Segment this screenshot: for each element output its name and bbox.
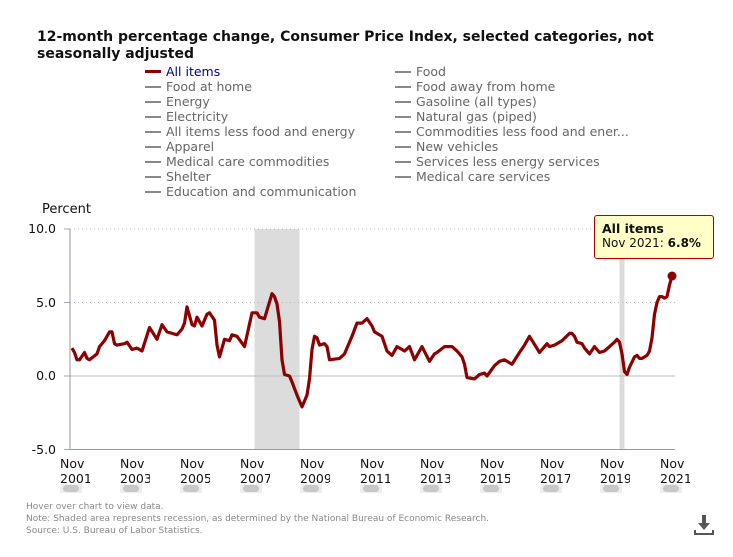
y-tick-label: 10.0 bbox=[28, 221, 56, 236]
legend-item[interactable]: Shelter bbox=[145, 169, 211, 184]
legend-item[interactable]: Food bbox=[395, 64, 446, 79]
x-tick-label: Nov 2017 bbox=[540, 456, 570, 486]
legend-swatch bbox=[145, 115, 161, 118]
legend-swatch bbox=[395, 115, 411, 118]
x-tick-handle[interactable] bbox=[480, 484, 502, 493]
x-tick-label: Nov 2007 bbox=[240, 456, 270, 486]
legend-item[interactable]: Education and communication bbox=[145, 184, 356, 199]
legend-swatch bbox=[145, 70, 161, 73]
x-tick-label: Nov 2013 bbox=[420, 456, 450, 486]
legend-swatch bbox=[145, 100, 161, 103]
x-tick-handle[interactable] bbox=[300, 484, 322, 493]
legend-item[interactable]: Gasoline (all types) bbox=[395, 94, 537, 109]
recession-band bbox=[619, 229, 625, 450]
legend-item[interactable]: Medical care commodities bbox=[145, 154, 329, 169]
legend-item[interactable]: Commodities less food and ener... bbox=[395, 124, 629, 139]
x-tick-label: Nov 2005 bbox=[180, 456, 210, 486]
legend-item[interactable]: Electricity bbox=[145, 109, 228, 124]
legend-label: Energy bbox=[166, 94, 210, 109]
x-tick-handle[interactable] bbox=[120, 484, 142, 493]
y-tick-label: 5.0 bbox=[36, 294, 56, 310]
x-tick-handle[interactable] bbox=[60, 484, 82, 493]
y-tick-label: -5.0 bbox=[31, 441, 56, 457]
x-tick-label: Nov 2019 bbox=[600, 456, 630, 486]
legend-label: Electricity bbox=[166, 109, 229, 124]
legend-label: Food away from home bbox=[416, 79, 556, 94]
tooltip-series: All items bbox=[602, 221, 664, 236]
x-tick-label: Nov 2009 bbox=[300, 456, 330, 486]
tooltip-date: Nov 2021: bbox=[602, 236, 664, 250]
x-tick-label: Nov 2001 bbox=[60, 456, 90, 486]
chart-title: 12-month percentage change, Consumer Pri… bbox=[37, 29, 654, 62]
legend-label: Shelter bbox=[166, 169, 211, 184]
download-icon[interactable] bbox=[694, 514, 714, 536]
legend-swatch bbox=[395, 130, 411, 133]
legend-label: Natural gas (piped) bbox=[416, 109, 537, 124]
legend-item[interactable]: All items less food and energy bbox=[145, 124, 355, 139]
legend-swatch bbox=[395, 145, 411, 148]
legend-swatch bbox=[145, 130, 161, 133]
series-line bbox=[70, 275, 674, 409]
x-tick-handle[interactable] bbox=[360, 484, 382, 493]
y-axis-label: Percent bbox=[42, 202, 91, 217]
tooltip: All items Nov 2021: 6.8% bbox=[594, 215, 714, 259]
legend-item[interactable]: Services less energy services bbox=[395, 154, 600, 169]
x-tick-handle[interactable] bbox=[600, 484, 622, 493]
highlight-point bbox=[667, 271, 677, 281]
legend-swatch bbox=[145, 190, 161, 193]
x-tick-label: Nov 2021 bbox=[660, 456, 690, 486]
legend-label: Medical care commodities bbox=[166, 154, 330, 169]
legend-label: Education and communication bbox=[166, 184, 357, 199]
x-tick-handle[interactable] bbox=[180, 484, 202, 493]
x-tick-handle[interactable] bbox=[660, 484, 682, 493]
x-tick-handle[interactable] bbox=[420, 484, 442, 493]
x-tick-label: Nov 2015 bbox=[480, 456, 510, 486]
legend-swatch bbox=[395, 70, 411, 73]
legend-label: Food at home bbox=[166, 79, 252, 94]
legend-label: New vehicles bbox=[416, 139, 499, 154]
legend-item[interactable]: New vehicles bbox=[395, 139, 498, 154]
legend-item[interactable]: Food away from home bbox=[395, 79, 555, 94]
legend-swatch bbox=[145, 85, 161, 88]
legend-label: Apparel bbox=[166, 139, 215, 154]
y-tick-label: 0.0 bbox=[36, 368, 56, 383]
legend-swatch bbox=[395, 160, 411, 163]
legend-label: Services less energy services bbox=[416, 154, 600, 169]
hover-note: Hover over chart to view data. bbox=[26, 502, 164, 512]
legend-label: Commodities less food and ener... bbox=[416, 124, 629, 139]
x-tick-label: Nov 2011 bbox=[360, 456, 390, 486]
x-tick-label: Nov 2003 bbox=[120, 456, 150, 486]
legend-label: Medical care services bbox=[416, 169, 551, 184]
legend-item[interactable]: Energy bbox=[145, 94, 210, 109]
legend-swatch bbox=[395, 175, 411, 178]
recession-band bbox=[254, 229, 300, 450]
legend-label: Food bbox=[416, 64, 446, 79]
x-tick-handle[interactable] bbox=[240, 484, 262, 493]
legend-label: Gasoline (all types) bbox=[416, 94, 537, 109]
legend-swatch bbox=[145, 175, 161, 178]
legend-swatch bbox=[395, 85, 411, 88]
legend-item[interactable]: Natural gas (piped) bbox=[395, 109, 537, 124]
legend-label: All items less food and energy bbox=[166, 124, 356, 139]
legend-swatch bbox=[395, 100, 411, 103]
legend-swatch bbox=[145, 160, 161, 163]
tooltip-value: 6.8% bbox=[667, 236, 701, 250]
recession-note: Note: Shaded area represents recession, … bbox=[26, 514, 490, 524]
source-note: Source: U.S. Bureau of Labor Statistics. bbox=[26, 526, 203, 536]
legend-swatch bbox=[145, 145, 161, 148]
legend-item[interactable]: Food at home bbox=[145, 79, 252, 94]
legend-label: All items bbox=[166, 64, 221, 79]
legend-item[interactable]: Apparel bbox=[145, 139, 214, 154]
legend-item[interactable]: All items bbox=[145, 64, 220, 79]
x-tick-handle[interactable] bbox=[540, 484, 562, 493]
legend-item[interactable]: Medical care services bbox=[395, 169, 550, 184]
